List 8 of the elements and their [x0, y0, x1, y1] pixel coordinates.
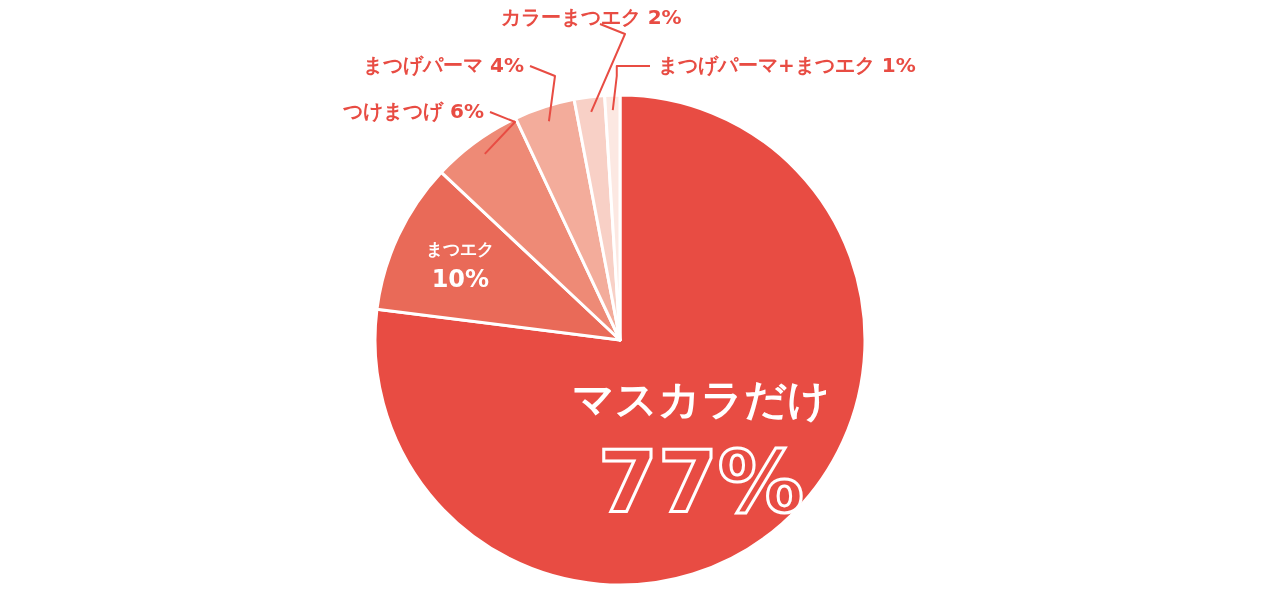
slice-label: まつげパーマ 4%: [363, 53, 524, 77]
slice-label: まつげパーマ+まつエク 1%: [658, 53, 916, 77]
slice-label: つけまつげ 6%: [343, 99, 484, 123]
slice-label: カラーまつエク 2%: [500, 5, 682, 29]
slice-label: マスカラだけ: [572, 374, 831, 424]
slice-label: まつエク: [426, 238, 495, 259]
data-label: 77%: [598, 431, 804, 532]
data-label: 10%: [431, 264, 490, 293]
